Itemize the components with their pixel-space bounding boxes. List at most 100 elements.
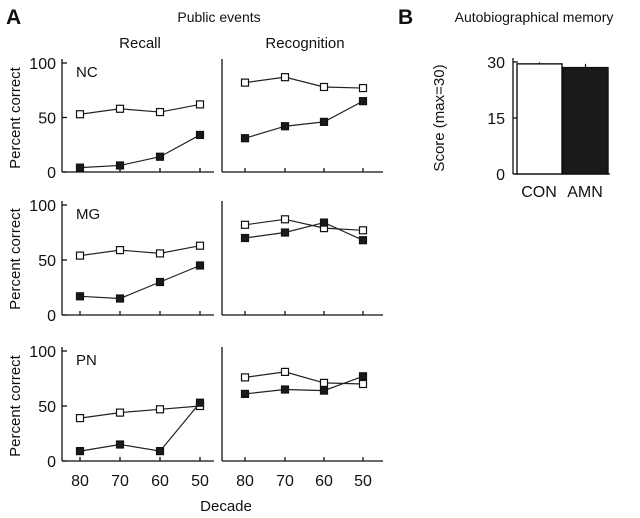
x-tick-label: 50 [191,473,209,490]
plot-area: 0 50 100 NC 0 50 100 MG 0 50 100 PN 80 70 60 50 80 70 60 50… [29,55,610,490]
open-square-marker [115,104,125,113]
filled-square-marker [319,117,329,126]
filled-square-marker [240,134,250,143]
filled-series-line [244,221,364,241]
x-tick-label: 60 [151,473,169,490]
x-axis-label: Decade [200,498,252,515]
category-label: CON [521,184,557,201]
open-square-marker [195,100,205,109]
open-square-marker [358,379,368,389]
open-square-marker [358,226,368,235]
filled-square-marker [319,218,329,227]
filled-square-marker [155,152,165,161]
panel-mg-recognition [221,201,383,316]
x-tick-label: 80 [236,473,254,490]
open-square-marker [115,246,125,255]
panel-a-title: Public events [177,9,260,25]
filled-square-marker [280,228,290,237]
x-tick-label: 80 [71,473,89,490]
open-square-marker [75,251,85,260]
filled-square-marker [195,261,205,270]
y-tick-label: 50 [38,111,56,128]
open-square-marker [195,241,205,250]
open-square-marker [155,107,165,117]
open-square-marker [240,78,250,87]
open-square-marker [155,405,165,414]
y-axis-label-row-1: Percent correct [7,66,24,169]
filled-square-marker [155,447,165,456]
x-tick-label: 70 [111,473,129,490]
open-square-marker [75,414,85,423]
open-square-marker [358,83,368,93]
filled-square-marker [319,386,329,395]
panel-b-label: B [398,6,413,29]
panel-pn-recognition [221,347,383,462]
row-label: PN [76,352,97,369]
filled-square-marker [240,389,250,398]
filled-series-line [79,134,201,169]
filled-square-marker [115,161,125,170]
x-tick-label: 60 [315,473,333,490]
open-series-line [244,218,364,231]
filled-square-marker [358,236,368,245]
y-tick-label: 0 [47,165,56,182]
open-series-line [79,405,201,419]
open-square-marker [319,82,329,92]
filled-series-line [244,100,364,139]
filled-series-line [244,375,364,395]
row-label: NC [76,64,98,81]
x-tick-label: 70 [276,473,294,490]
open-square-marker [319,378,329,387]
y-tick-label: 100 [29,344,56,361]
y-tick-label: 100 [29,56,56,73]
y-tick-label: 50 [38,399,56,416]
filled-square-marker [75,163,85,172]
filled-square-marker [195,130,205,140]
filled-square-marker [358,372,368,381]
open-series-line [79,245,201,257]
y-tick-label: 0 [47,308,56,325]
open-square-marker [280,215,290,224]
filled-series-line [79,402,201,452]
open-square-marker [155,249,165,258]
open-series-line [79,103,201,115]
filled-square-marker [195,398,205,407]
filled-square-marker [115,440,125,449]
y-axis-label-row-3: Percent correct [7,354,24,457]
filled-square-marker [115,294,125,303]
y-tick-label: 0 [496,167,505,184]
filled-square-marker [75,447,85,456]
open-square-marker [115,408,125,417]
open-square-marker [280,73,290,82]
x-tick-label: 50 [354,473,372,490]
y-tick-label: 0 [47,454,56,471]
filled-square-marker [75,292,85,301]
y-tick-label: 100 [29,198,56,215]
open-square-marker [280,367,290,376]
panel-mg-recall: 0 50 100 MG [29,198,214,325]
filled-square-marker [358,97,368,106]
y-tick-label: 30 [487,55,505,72]
column-title-recognition: Recognition [265,35,344,52]
open-square-marker [75,110,85,119]
y-tick-label: 15 [487,111,505,128]
panel-autobiographical-memory: 0 15 30 CON AMN [487,55,610,201]
filled-square-marker [155,277,165,287]
category-label: AMN [567,184,603,201]
open-series-line [244,76,364,89]
y-axis-label-row-2: Percent correct [7,207,24,310]
panel-b-ylabel: Score (max=30) [431,64,448,171]
column-title-recall: Recall [119,35,161,52]
panel-b-title: Autobiographical memory [455,9,614,25]
panel-a-label: A [6,6,21,29]
panel-nc-recognition [221,59,383,173]
filled-series-line [79,264,201,300]
open-square-marker [240,220,250,229]
bar-con [516,63,563,175]
panel-nc-recall: 0 50 100 NC [29,56,214,182]
filled-square-marker [280,385,290,394]
open-square-marker [240,373,250,382]
panel-pn-recall: 0 50 100 PN [29,344,214,471]
y-tick-label: 50 [38,253,56,270]
